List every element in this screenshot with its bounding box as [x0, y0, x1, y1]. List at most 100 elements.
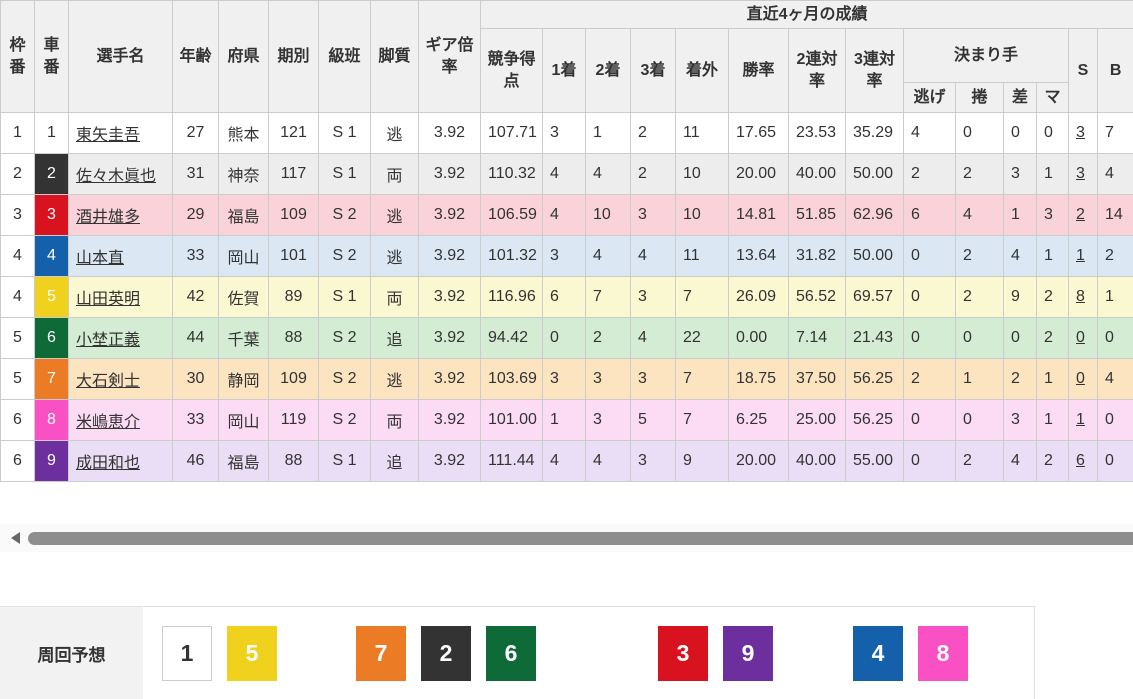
cell-s: 6	[1069, 441, 1098, 482]
cell-sashi: 2	[1004, 359, 1037, 400]
cell-car: 3	[35, 195, 69, 236]
cell-name: 大石剣士	[69, 359, 173, 400]
cell-gear: 3.92	[419, 400, 481, 441]
cell-b: 0	[1098, 400, 1133, 441]
s-count-link[interactable]: 0	[1076, 329, 1085, 346]
lap-forecast-car-2: 2	[421, 626, 471, 681]
cell-win_rate: 14.81	[729, 195, 789, 236]
cell-leg: 両	[371, 154, 419, 195]
cell-grade: S 2	[319, 359, 371, 400]
cell-points: 103.69	[481, 359, 543, 400]
racer-name-link[interactable]: 佐々木眞也	[76, 168, 156, 185]
s-count-link[interactable]: 8	[1076, 288, 1085, 305]
cell-second: 1	[586, 113, 631, 154]
cell-waku: 2	[1, 154, 35, 195]
cell-mark: 2	[1037, 441, 1069, 482]
cell-pref: 神奈	[219, 154, 269, 195]
lap-forecast-car-9: 9	[723, 626, 773, 681]
cell-win_rate: 18.75	[729, 359, 789, 400]
cell-second: 4	[586, 441, 631, 482]
cell-grade: S 1	[319, 441, 371, 482]
cell-out: 7	[676, 277, 729, 318]
racer-name-link[interactable]: 成田和也	[76, 455, 140, 472]
cell-pref: 静岡	[219, 359, 269, 400]
s-count-link[interactable]: 3	[1076, 165, 1085, 182]
cell-makuri: 1	[956, 359, 1004, 400]
cell-leg: 追	[371, 318, 419, 359]
cell-third: 4	[631, 318, 676, 359]
cell-win_rate: 17.65	[729, 113, 789, 154]
racer-name-link[interactable]: 山田英明	[76, 291, 140, 308]
cell-b: 4	[1098, 154, 1133, 195]
racer-name-link[interactable]: 大石剣士	[76, 373, 140, 390]
cell-gear: 3.92	[419, 195, 481, 236]
cell-name: 山本直	[69, 236, 173, 277]
cell-points: 101.00	[481, 400, 543, 441]
cell-name: 酒井雄多	[69, 195, 173, 236]
cell-out: 10	[676, 195, 729, 236]
col-header-name: 選手名	[69, 1, 173, 113]
cell-first: 3	[543, 236, 586, 277]
col-header-leg: 脚質	[371, 1, 419, 113]
cell-nige: 2	[904, 359, 956, 400]
racer-name-link[interactable]: 米嶋恵介	[76, 414, 140, 431]
s-count-link[interactable]: 6	[1076, 452, 1085, 469]
cell-grade: S 1	[319, 113, 371, 154]
cell-s: 8	[1069, 277, 1098, 318]
cell-nige: 0	[904, 277, 956, 318]
cell-term: 117	[269, 154, 319, 195]
racer-name-link[interactable]: 山本直	[76, 250, 124, 267]
race-entry-table: 枠番 車番 選手名 年齢 府県 期別 級班 脚質 ギア倍率 直近4ヶ月の成績 競…	[0, 0, 1133, 482]
cell-pref: 千葉	[219, 318, 269, 359]
cell-mark: 1	[1037, 154, 1069, 195]
s-count-link[interactable]: 3	[1076, 124, 1085, 141]
s-count-link[interactable]: 0	[1076, 370, 1085, 387]
group-header-kimarite: 決まり手	[904, 29, 1069, 83]
cell-gear: 3.92	[419, 113, 481, 154]
cell-b: 14	[1098, 195, 1133, 236]
lap-forecast-car-5: 5	[227, 626, 277, 681]
cell-waku: 5	[1, 359, 35, 400]
cell-out: 10	[676, 154, 729, 195]
cell-age: 44	[173, 318, 219, 359]
cell-sashi: 1	[1004, 195, 1037, 236]
cell-sashi: 4	[1004, 441, 1037, 482]
cell-age: 29	[173, 195, 219, 236]
cell-sashi: 3	[1004, 400, 1037, 441]
cell-quinella3: 35.29	[846, 113, 904, 154]
cell-grade: S 2	[319, 400, 371, 441]
cell-out: 11	[676, 113, 729, 154]
scroll-left-arrow-icon[interactable]	[11, 532, 20, 544]
cell-s: 3	[1069, 154, 1098, 195]
cell-pref: 福島	[219, 195, 269, 236]
racer-name-link[interactable]: 酒井雄多	[76, 209, 140, 226]
cell-second: 7	[586, 277, 631, 318]
s-count-link[interactable]: 1	[1076, 247, 1085, 264]
cell-makuri: 0	[956, 113, 1004, 154]
cell-age: 46	[173, 441, 219, 482]
cell-win_rate: 26.09	[729, 277, 789, 318]
s-count-link[interactable]: 1	[1076, 411, 1085, 428]
racer-name-link[interactable]: 東矢圭吾	[76, 127, 140, 144]
col-header-pref: 府県	[219, 1, 269, 113]
cell-waku: 6	[1, 400, 35, 441]
cell-s: 1	[1069, 236, 1098, 277]
cell-term: 109	[269, 359, 319, 400]
lap-forecast-car-8: 8	[918, 626, 968, 681]
cell-quinella3: 56.25	[846, 359, 904, 400]
cell-term: 119	[269, 400, 319, 441]
cell-third: 2	[631, 113, 676, 154]
scrollbar-thumb[interactable]	[28, 532, 1133, 545]
cell-waku: 6	[1, 441, 35, 482]
cell-grade: S 2	[319, 318, 371, 359]
cell-first: 0	[543, 318, 586, 359]
cell-age: 30	[173, 359, 219, 400]
s-count-link[interactable]: 2	[1076, 206, 1085, 223]
racer-name-link[interactable]: 小埜正義	[76, 332, 140, 349]
col-header-points: 競争得点	[481, 29, 543, 113]
cell-second: 3	[586, 400, 631, 441]
cell-car: 9	[35, 441, 69, 482]
